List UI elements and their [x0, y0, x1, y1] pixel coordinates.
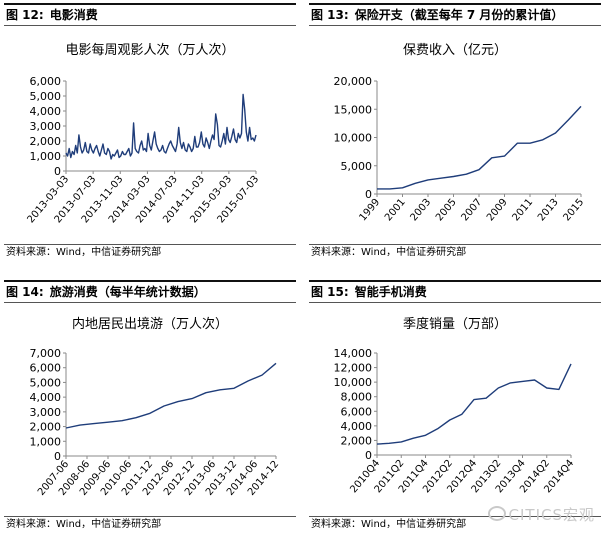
- x-tick-label: 2011: [511, 197, 536, 224]
- chart-panel-14: 图 14: 旅游消费（每半年统计数据） 内地居民出境游（万人次） 0 1,000 2,0…: [4, 280, 296, 537]
- y-tick-label: 15,000: [334, 103, 373, 116]
- y-tick-label: 0: [54, 165, 61, 178]
- y-tick-label: 10,000: [334, 132, 373, 145]
- source-note: 资料来源：Wind，中信证券研究部: [4, 244, 296, 261]
- x-tick-label: 2005: [434, 197, 459, 224]
- chart-movie-attendance: 电影每周观影人次（万人次） 0 1,000 2,000 3,000 4,000 5,000 6…: [26, 42, 262, 225]
- chart-title: 季度销量（万部）: [403, 316, 507, 332]
- figure-header: 图 12: 电影消费: [4, 3, 296, 26]
- chart-title: 内地居民出境游（万人次）: [72, 316, 228, 332]
- wechat-icon: [487, 506, 506, 521]
- y-tick-label: 0: [54, 450, 61, 463]
- figure-title: 电影消费: [49, 8, 98, 22]
- figure-header: 图 15: 智能手机消费: [309, 280, 601, 303]
- y-tick-label: 6,000: [30, 75, 62, 88]
- series-line: [65, 93, 257, 160]
- y-tick-label: 2,000: [30, 135, 62, 148]
- figure-title: 保险开支（截至每年 7 月份的累计值）: [354, 8, 564, 22]
- figure-number: 图 14:: [6, 285, 44, 299]
- x-tick-label: 1999: [358, 197, 383, 224]
- chart-title: 保费收入（亿元）: [403, 43, 507, 58]
- y-tick-label: 8,000: [341, 391, 373, 404]
- y-tick-label: 1,000: [30, 150, 62, 163]
- y-tick-label: 4,000: [30, 105, 62, 118]
- series-line: [65, 362, 277, 429]
- watermark-text: CITICS宏观: [508, 506, 595, 524]
- x-tick-label: 2015: [562, 197, 587, 224]
- y-tick-label: 0: [365, 449, 372, 462]
- x-tick-label: 2007: [460, 197, 485, 224]
- y-tick-label: 6,000: [341, 405, 373, 418]
- source-note: 资料来源：Wind，中信证券研究部: [4, 516, 296, 533]
- y-tick-label: 0: [365, 188, 372, 201]
- figure-number: 图 15:: [311, 285, 349, 299]
- figure-number: 图 13:: [311, 8, 349, 22]
- y-tick-label: 5,000: [30, 90, 62, 103]
- y-tick-label: 4,000: [30, 391, 62, 404]
- chart-panel-12: 图 12: 电影消费 电影每周观影人次（万人次） 0 1,000 2,000 3,000 4…: [4, 3, 296, 265]
- y-tick-label: 7,000: [30, 347, 62, 360]
- figure-header: 图 13: 保险开支（截至每年 7 月份的累计值）: [309, 3, 601, 26]
- y-tick-label: 1,000: [30, 435, 62, 448]
- y-tick-label: 6,000: [30, 362, 62, 375]
- x-tick-label: 2009: [485, 197, 510, 224]
- watermark: CITICS宏观: [487, 504, 595, 525]
- figure-title: 旅游消费（每半年统计数据）: [49, 285, 206, 299]
- y-tick-label: 20,000: [334, 75, 373, 88]
- source-note: 资料来源：Wind，中信证券研究部: [309, 516, 601, 533]
- chart-panel-13: 图 13: 保险开支（截至每年 7 月份的累计值） 保费收入（亿元） 0 5,000 1…: [309, 3, 601, 265]
- y-tick-label: 3,000: [30, 406, 62, 419]
- y-tick-label: 4,000: [341, 420, 373, 433]
- y-tick-label: 5,000: [30, 376, 62, 389]
- x-tick-label: 2001: [383, 197, 408, 224]
- source-note: 资料来源：Wind，中信证券研究部: [309, 244, 601, 261]
- y-tick-label: 2,000: [30, 421, 62, 434]
- figure-number: 图 12:: [6, 8, 44, 22]
- x-tick-label: 2013: [536, 197, 561, 224]
- figure-title: 智能手机消费: [354, 285, 427, 299]
- y-tick-label: 5,000: [341, 160, 373, 173]
- y-tick-label: 14,000: [334, 347, 373, 360]
- chart-insurance-premium: 保费收入（亿元） 0 5,000 10,000 15,000 20,000 1999 2001…: [334, 43, 587, 224]
- series-line: [377, 105, 582, 190]
- chart-panel-15: 图 15: 智能手机消费 季度销量（万部） 0 2,000 4,000 6,000 8,00…: [309, 280, 601, 537]
- y-tick-label: 3,000: [30, 120, 62, 133]
- y-tick-label: 12,000: [334, 362, 373, 375]
- chart-title: 电影每周观影人次（万人次）: [65, 42, 234, 58]
- figure-header: 图 14: 旅游消费（每半年统计数据）: [4, 280, 296, 303]
- y-tick-label: 10,000: [334, 376, 373, 389]
- x-tick-label: 2003: [409, 197, 434, 224]
- series-line: [376, 363, 572, 445]
- y-tick-label: 2,000: [341, 434, 373, 447]
